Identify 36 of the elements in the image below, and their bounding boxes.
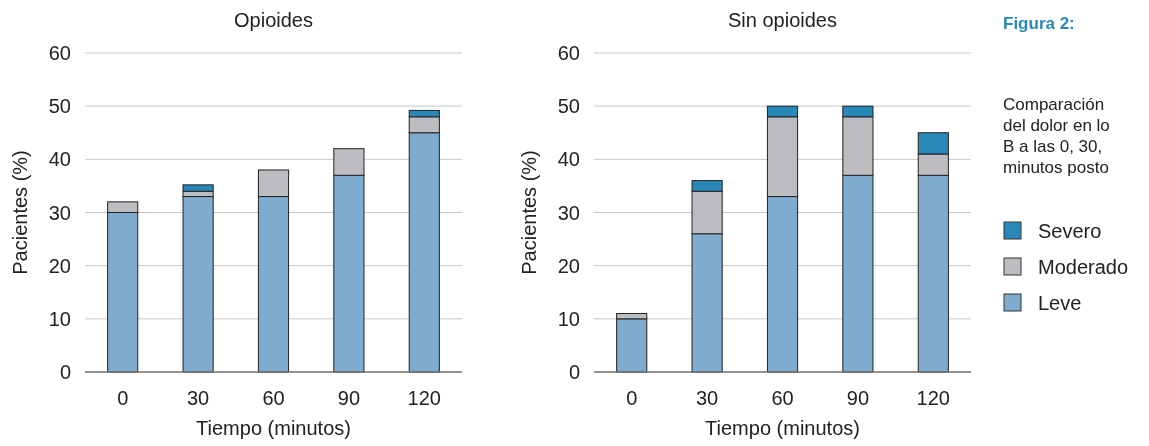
y-tick-label: 10 bbox=[48, 307, 71, 330]
x-tick-label: 0 bbox=[626, 387, 638, 409]
y-tick-label: 20 bbox=[557, 254, 580, 277]
y-axis-title: Pacientes (%) bbox=[518, 150, 540, 275]
text: Comparación del dolor en lo B a las 0, 30, minutos posto bbox=[1003, 95, 1110, 177]
x-tick-label: 120 bbox=[916, 387, 950, 409]
x-tick-label: 60 bbox=[771, 387, 794, 409]
x-tick-label: 120 bbox=[407, 387, 441, 409]
x-axis-title: Tiempo (minutos) bbox=[705, 417, 860, 439]
y-tick-label: 40 bbox=[48, 148, 71, 171]
y-tick-label: 50 bbox=[557, 95, 580, 118]
y-tick-label: 30 bbox=[48, 201, 71, 224]
legend-label: Moderado bbox=[1038, 256, 1129, 278]
y-tick-label: 30 bbox=[557, 201, 580, 224]
y-tick-label: 0 bbox=[568, 361, 580, 383]
y-tick-label: 60 bbox=[48, 42, 71, 64]
text: Figura 2: bbox=[1003, 14, 1075, 33]
y-tick-label: 20 bbox=[48, 254, 71, 277]
y-tick-label: 10 bbox=[557, 307, 580, 330]
chart-title: Opioides bbox=[234, 9, 313, 31]
y-tick-label: 50 bbox=[48, 95, 71, 118]
x-tick-label: 60 bbox=[262, 387, 285, 409]
x-tick-label: 90 bbox=[337, 387, 361, 409]
x-tick-label: 30 bbox=[186, 387, 210, 409]
chart-title: Sin opioides bbox=[728, 9, 837, 31]
y-tick-label: 60 bbox=[557, 42, 580, 64]
y-tick-label: 0 bbox=[59, 361, 71, 383]
y-axis-title: Pacientes (%) bbox=[9, 150, 31, 275]
x-axis-title: Tiempo (minutos) bbox=[196, 417, 351, 439]
x-tick-label: 30 bbox=[695, 387, 719, 409]
legend-label: Severo bbox=[1038, 220, 1102, 242]
x-tick-label: 90 bbox=[846, 387, 870, 409]
legend-label: Leve bbox=[1038, 292, 1082, 314]
bar bbox=[182, 196, 214, 373]
y-tick-label: 40 bbox=[557, 148, 580, 171]
x-tick-label: 0 bbox=[117, 387, 129, 409]
